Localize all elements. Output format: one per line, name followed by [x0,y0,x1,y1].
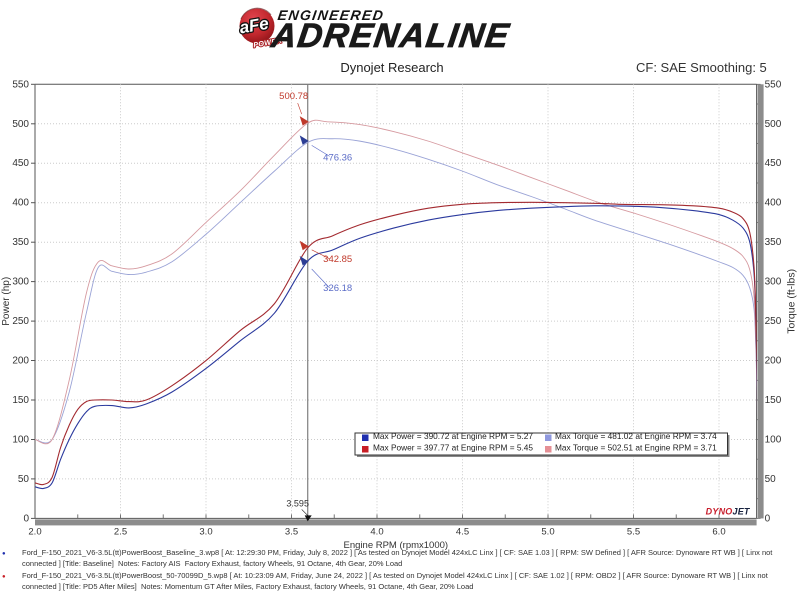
svg-text:0: 0 [765,513,771,524]
svg-text:50: 50 [765,474,777,485]
svg-text:450: 450 [765,158,782,169]
svg-text:500: 500 [12,119,29,130]
svg-text:350: 350 [12,237,29,248]
svg-text:0: 0 [23,513,29,524]
svg-text:50: 50 [18,474,30,485]
svg-text:326.18: 326.18 [323,283,352,294]
svg-text:6.0: 6.0 [712,526,725,537]
svg-text:4.0: 4.0 [370,526,383,537]
svg-text:250: 250 [765,316,782,327]
svg-text:476.36: 476.36 [323,152,352,163]
svg-text:550: 550 [765,79,782,90]
svg-text:400: 400 [765,198,782,209]
svg-text:500: 500 [765,119,782,130]
svg-text:500.78: 500.78 [279,91,308,102]
svg-text:Max Torque = 481.02 at Engine: Max Torque = 481.02 at Engine RPM = 3.74 [555,431,717,441]
svg-text:2.0: 2.0 [28,526,41,537]
svg-text:350: 350 [765,237,782,248]
svg-text:400: 400 [12,198,29,209]
svg-text:100: 100 [12,435,29,446]
svg-text:150: 150 [12,395,29,406]
svg-text:3.0: 3.0 [199,526,212,537]
svg-text:2.5: 2.5 [114,526,127,537]
svg-text:300: 300 [12,277,29,288]
svg-text:150: 150 [765,395,782,406]
svg-text:200: 200 [765,356,782,367]
svg-text:Torque (ft-lbs): Torque (ft-lbs) [786,269,798,334]
svg-text:200: 200 [12,356,29,367]
svg-text:450: 450 [12,158,29,169]
svg-text:4.5: 4.5 [456,526,469,537]
svg-text:Max Power = 397.77 at Engine R: Max Power = 397.77 at Engine RPM = 5.45 [373,443,533,453]
svg-text:3.5: 3.5 [285,526,298,537]
svg-text:DYNOJET: DYNOJET [706,506,751,516]
svg-text:550: 550 [12,79,29,90]
svg-text:342.85: 342.85 [323,254,352,265]
svg-text:5.5: 5.5 [627,526,640,537]
svg-text:Max Torque = 502.51 at Engine: Max Torque = 502.51 at Engine RPM = 3.71 [555,443,717,453]
svg-text:3.595: 3.595 [286,498,309,508]
svg-text:100: 100 [765,435,782,446]
svg-text:300: 300 [765,277,782,288]
svg-text:5.0: 5.0 [541,526,554,537]
svg-text:Power (hp): Power (hp) [1,277,12,326]
svg-text:Max Power = 390.72 at Engine R: Max Power = 390.72 at Engine RPM = 5.27 [373,431,533,441]
svg-text:250: 250 [12,316,29,327]
svg-text:ADRENALINE: ADRENALINE [268,17,512,55]
